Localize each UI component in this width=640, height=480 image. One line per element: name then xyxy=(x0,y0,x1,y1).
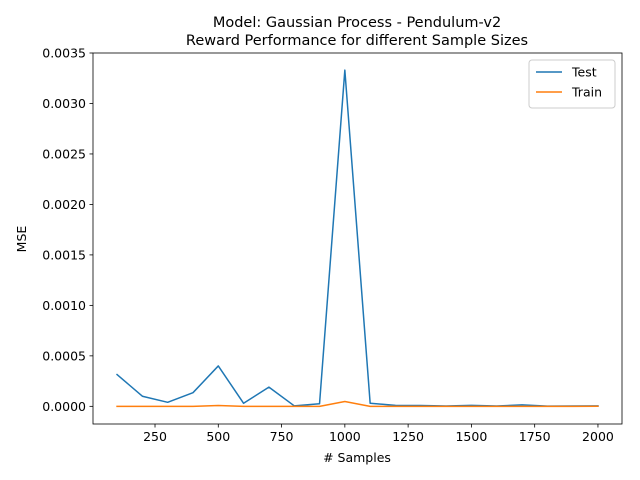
legend-label-test: Test xyxy=(571,65,597,80)
series-line-train xyxy=(116,400,599,408)
plot-frame xyxy=(92,52,623,425)
y-tick-label: 0.0010 xyxy=(42,298,86,313)
x-tick-label: 250 xyxy=(143,429,167,444)
y-tick-label: 0.0025 xyxy=(42,146,86,161)
x-tick-label: 1750 xyxy=(519,429,551,444)
series-line-test xyxy=(115,69,599,407)
chart-title: Model: Gaussian Process - Pendulum-v2 xyxy=(213,15,501,31)
plot-area: 250 500 750 1000 1250 1500 1750 2000 0.0000 0.000… xyxy=(42,46,623,444)
y-tick-label: 0.0020 xyxy=(42,197,86,212)
x-tick-label: 2000 xyxy=(582,429,614,444)
y-tick-label: 0.0035 xyxy=(42,46,86,61)
y-tick-label: 0.0015 xyxy=(42,247,86,262)
x-tick-label: 1250 xyxy=(392,429,424,444)
y-axis-label: MSE xyxy=(14,226,29,253)
chart-subtitle: Reward Performance for different Sample … xyxy=(186,33,528,49)
x-tick-label: 750 xyxy=(270,429,294,444)
y-tick-label: 0.0000 xyxy=(42,399,86,414)
x-tick-label: 500 xyxy=(206,429,230,444)
legend-label-train: Train xyxy=(571,85,602,100)
y-tick-label: 0.0030 xyxy=(42,96,86,111)
x-tick-label: 1500 xyxy=(455,429,487,444)
legend: Test Train xyxy=(528,59,616,109)
y-tick-label: 0.0005 xyxy=(42,348,86,363)
x-tick-label: 1000 xyxy=(329,429,361,444)
x-axis-label: # Samples xyxy=(323,450,391,465)
